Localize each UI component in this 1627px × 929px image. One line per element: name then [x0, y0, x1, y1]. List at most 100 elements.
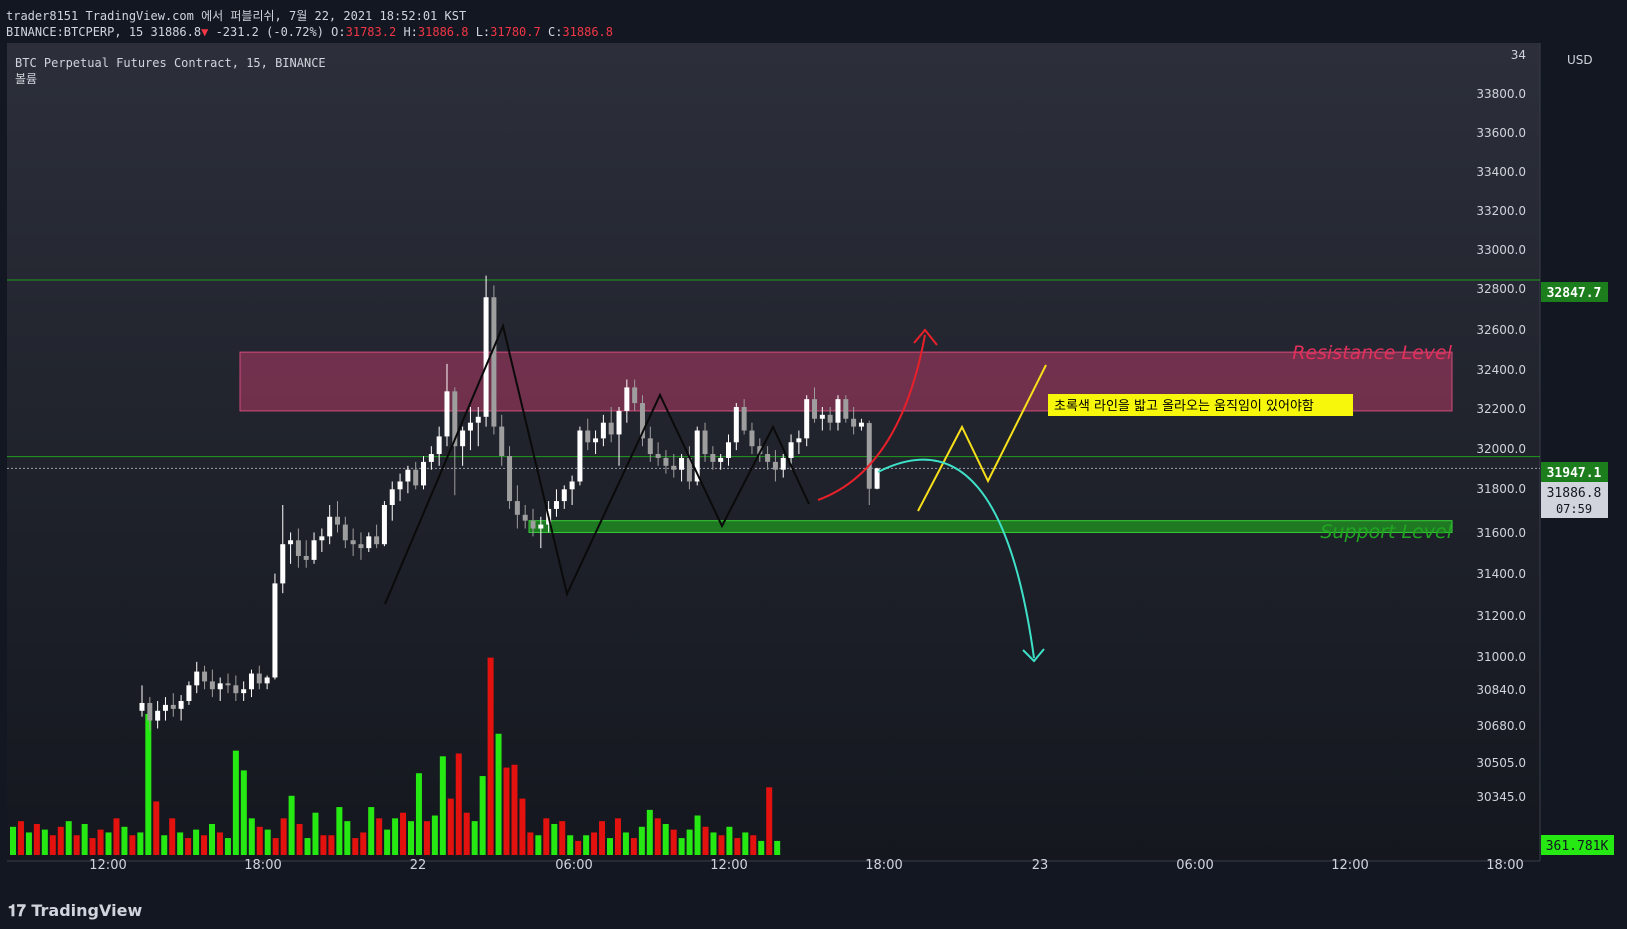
price-tick-label: 30345.0: [1476, 790, 1526, 804]
tv-logo-icon: 𝟏𝟕: [8, 901, 26, 920]
candle: [233, 685, 239, 694]
volume-bar: [599, 821, 606, 855]
candle: [311, 540, 317, 560]
volume-bar: [248, 818, 255, 855]
candle: [194, 671, 200, 686]
last-price: 31886.8: [150, 25, 202, 39]
candle: [280, 544, 286, 584]
pattern-line[interactable]: [384, 322, 810, 605]
volume-bar: [527, 832, 534, 855]
price-tick-label: 30680.0: [1476, 719, 1526, 733]
currency-label: USD: [1567, 53, 1593, 67]
volume-value: 361.781K: [1546, 839, 1609, 854]
candle: [858, 422, 864, 427]
volume-bar: [232, 750, 239, 855]
price-tick-label: 32200.0: [1476, 402, 1526, 416]
volume-bar: [49, 835, 56, 855]
candle: [248, 673, 254, 690]
volume-bar: [264, 829, 271, 855]
volume-bar: [487, 657, 494, 855]
candle: [327, 516, 333, 537]
candle: [538, 524, 544, 529]
volume-bar: [614, 818, 621, 855]
volume-bar: [758, 840, 765, 855]
volume-bar: [169, 818, 176, 855]
volume-bar: [439, 756, 446, 855]
price-tick-labels: 34 33800.0 33600.0 33400.0 33200.0 33000.0 328…: [1476, 48, 1526, 804]
candle: [483, 297, 489, 417]
candle: [686, 457, 692, 482]
volume-bar: [622, 832, 629, 855]
volume-bar: [710, 832, 717, 855]
price-tick-label: 31000.0: [1476, 650, 1526, 664]
candle: [733, 407, 739, 443]
candle: [866, 423, 872, 489]
volume-bar: [129, 835, 136, 855]
volume-bar: [81, 823, 88, 855]
time-tick-label: 18:00: [1486, 858, 1523, 873]
volume-bar: [33, 823, 40, 855]
yellow-projection[interactable]: [917, 364, 1047, 512]
volume-bar: [145, 714, 152, 855]
candle: [319, 536, 325, 541]
last-price-badge: 31886.8 07:59: [1541, 482, 1608, 518]
price-tick-label: 32800.0: [1476, 282, 1526, 296]
candle: [796, 438, 802, 443]
red-breakout-arrow[interactable]: [817, 334, 926, 501]
volume-bar: [511, 764, 518, 855]
candle: [812, 399, 818, 419]
resistance-label: Resistance Level: [1292, 342, 1452, 364]
volume-bar: [583, 835, 590, 855]
candle: [553, 501, 559, 509]
price-tick-label: 32400.0: [1476, 363, 1526, 377]
volume-bar: [455, 753, 462, 855]
candle: [335, 516, 340, 525]
candle: [499, 426, 505, 456]
candle: [577, 430, 583, 482]
volume-bar: [177, 832, 184, 855]
candle: [608, 422, 614, 435]
volume-bar: [726, 826, 733, 855]
candle: [421, 461, 427, 486]
volume-bar: [296, 823, 303, 855]
lower-level-badge: 31947.1: [1541, 462, 1608, 482]
volume-bar: [185, 838, 192, 855]
time-tick-label: 06:00: [555, 858, 592, 873]
volume-bar: [153, 801, 160, 855]
candle: [256, 673, 262, 684]
chart-pane[interactable]: [7, 43, 1540, 861]
candle: [475, 416, 481, 423]
candle: [600, 422, 606, 439]
candle: [217, 683, 223, 690]
candle: [819, 414, 825, 419]
candle: [757, 446, 763, 455]
time-tick-label: 22: [410, 858, 427, 873]
candle: [467, 422, 473, 431]
volume-bar: [591, 832, 598, 855]
brand-text: TradingView: [31, 901, 143, 920]
volume-bar: [105, 832, 112, 855]
support-zone[interactable]: [528, 520, 1453, 533]
cyan-breakdown-arrow[interactable]: [877, 458, 1035, 659]
candle: [460, 430, 466, 447]
candle: [710, 454, 716, 462]
open-label: O:: [331, 25, 346, 39]
volume-badge: 361.781K: [1541, 835, 1614, 855]
publish-line: trader8151 TradingView.com 에서 퍼블리쉬, 7월 2…: [6, 9, 467, 23]
candle: [851, 418, 857, 427]
candle: [843, 399, 849, 419]
volume-bar: [113, 818, 120, 855]
tradingview-logo: 𝟏𝟕 TradingView: [8, 901, 142, 921]
candle: [358, 544, 364, 549]
candle: [389, 489, 395, 505]
cyan-arrow-head-icon: [1022, 648, 1045, 663]
header: trader8151 TradingView.com 에서 퍼블리쉬, 7월 2…: [0, 0, 1627, 42]
candle: [202, 671, 208, 682]
red-arrow-head-icon: [913, 328, 938, 346]
candle: [186, 685, 192, 701]
candle: [178, 701, 184, 709]
candle: [702, 430, 708, 455]
price-tick-label: 33800.0: [1476, 87, 1526, 101]
price-axis[interactable]: [1540, 43, 1627, 861]
